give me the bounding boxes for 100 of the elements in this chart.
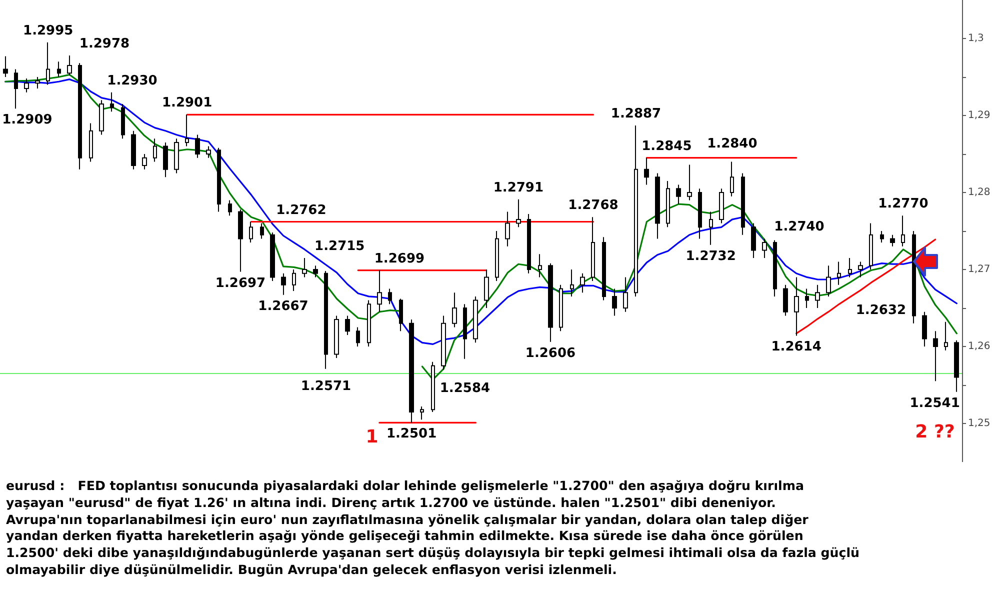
candlestick: [356, 326, 360, 347]
candlestick: [922, 311, 927, 347]
candlestick: [452, 292, 457, 328]
text: 1.2632: [856, 302, 906, 318]
candlestick: [185, 114, 189, 147]
candlestick: [709, 211, 713, 246]
candlestick: [912, 230, 916, 324]
candlestick: [313, 265, 318, 278]
candlestick: [773, 240, 777, 297]
text: eurusd : FED toplantısı sonucunda piyasalardaki dolar lehinde gelişmelerle "1.2700" den aşağıya doğru kırılma yaşayan "eurusd" de fiyat 1.26' ın altına indi. Direnç artık 1.2700 ve üstünde. halen "1.2501" dibi deneniyor. Avrupa'nın toparlanabilmesi için euro' nun zayıflatılmasına yönelik çalışmalar bir yandan, dolara olan talep diğer yandan derken fiyatta hareketlerin aşağı yönde gelişeceği tahmin edilmekte. Kısa sürede ise daha önce görülen 1.2500' deki dibe yanaşıldığındabugünlerde yaşanan sert düşüş dolayısıyla bir tepki gelmesi ihtimali olsa da fazla güçlü olmayabilir diye düşünülmelidir. Bugün Avrupa'dan gelecek enflasyon verisi izlenmeli.: [6, 478, 861, 579]
candlestick: [890, 234, 895, 247]
text: 1.2930: [107, 73, 158, 88]
candlestick: [14, 68, 18, 110]
candlestick: [228, 200, 232, 216]
candlestick: [89, 122, 93, 162]
text: 1.2699: [374, 251, 425, 266]
text: 1.2667: [258, 298, 308, 314]
candlestick: [334, 315, 339, 359]
candlestick: [623, 276, 628, 312]
candlestick: [505, 211, 510, 247]
candlestick: [131, 130, 136, 170]
candlestick: [805, 288, 809, 308]
candlestick: [676, 184, 681, 205]
line-series: [796, 238, 936, 334]
candlestick: [153, 138, 157, 162]
text: 1.2887: [610, 106, 662, 122]
y-tick-label: 1,27: [968, 264, 990, 275]
candlestick: [538, 254, 542, 278]
candlestick: [944, 321, 948, 351]
text: 1.2715: [314, 238, 365, 254]
y-tick-label: 1,29: [968, 110, 990, 121]
candlestick: [484, 269, 489, 308]
text: 1.2732: [686, 248, 736, 264]
candlestick: [751, 222, 756, 258]
candlestick: [570, 269, 574, 297]
annotation: 1: [366, 426, 378, 448]
candlestick: [238, 208, 243, 272]
text: 1.2791: [493, 180, 544, 196]
candlestick: [719, 188, 724, 224]
candlestick: [24, 78, 29, 93]
text: 1.2995: [23, 23, 74, 38]
candlestick: [46, 42, 50, 86]
candlestick: [880, 230, 884, 244]
candlestick: [260, 222, 264, 240]
text: 1.2697: [215, 276, 266, 291]
candlestick: [463, 304, 467, 360]
candlestick: [206, 146, 211, 158]
candlestick: [195, 134, 200, 158]
candlestick: [110, 92, 114, 112]
candlestick: [826, 265, 831, 297]
candlestick: [345, 315, 350, 336]
candlestick: [249, 221, 253, 244]
candlestick: [388, 288, 392, 305]
candlestick: [174, 138, 179, 174]
candlestick: [292, 269, 296, 292]
text: 1.2501: [386, 426, 437, 442]
text: 1.2571: [300, 378, 352, 394]
candlestick: [612, 288, 617, 316]
candlestick: [142, 154, 147, 170]
candlestick: [78, 62, 82, 170]
text: 1.2840: [707, 136, 758, 152]
candlestick: [473, 296, 478, 344]
candlestick: [783, 284, 788, 316]
text: 1.2768: [568, 198, 618, 214]
text: 1.2845: [642, 138, 692, 154]
candlestick: [99, 100, 104, 136]
candlestick: [281, 272, 286, 296]
candlestick: [666, 180, 670, 228]
candlestick: [634, 125, 638, 297]
candlestick: [591, 216, 595, 282]
candlestick: [655, 172, 660, 240]
candlestick: [869, 222, 873, 270]
text: 1.2584: [440, 380, 490, 396]
candlestick: [527, 214, 531, 274]
candlestick: [794, 276, 799, 336]
candlestick: [163, 142, 168, 178]
candlestick: [858, 261, 863, 278]
candlestick: [741, 172, 745, 236]
candlestick: [217, 147, 221, 212]
candlestick: [548, 262, 553, 342]
y-tick-label: 1,26: [968, 341, 990, 352]
y-tick-label: 1,3: [968, 33, 984, 44]
candlestick: [409, 319, 414, 424]
candlestick: [67, 54, 72, 76]
candlestick: [121, 103, 125, 140]
text: 1.2606: [525, 346, 576, 361]
candlestick: [399, 298, 403, 332]
candlestick: [324, 270, 328, 370]
candlestick: [580, 272, 585, 294]
text: 1.2541: [910, 396, 960, 411]
candlestick: [377, 270, 382, 312]
candlestick: [420, 406, 424, 420]
candlestick: [559, 284, 563, 332]
candlestick: [302, 257, 307, 278]
candlestick: [270, 232, 275, 282]
y-tick-label: 1,25: [968, 418, 990, 429]
annotation: 2 ??: [915, 422, 955, 442]
candlestick: [687, 164, 692, 201]
candlestick: [602, 236, 606, 301]
candlestick: [730, 161, 734, 197]
